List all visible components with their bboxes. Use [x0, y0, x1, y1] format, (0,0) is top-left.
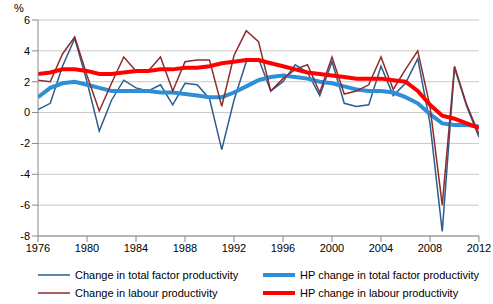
svg-text:1996: 1996: [271, 242, 295, 254]
svg-text:2004: 2004: [369, 242, 393, 254]
html-text:HP change in total factor prod: HP change in total factor productivity: [300, 269, 479, 281]
svg-text:0: 0: [24, 106, 30, 118]
svg-text:2000: 2000: [320, 242, 344, 254]
svg-text:1988: 1988: [173, 242, 197, 254]
svg-text:-2: -2: [20, 137, 30, 149]
svg-text:1980: 1980: [75, 242, 99, 254]
svg-text:2012: 2012: [467, 242, 491, 254]
svg-text:%: %: [14, 2, 24, 14]
svg-text:1992: 1992: [222, 242, 246, 254]
svg-text:2: 2: [24, 76, 30, 88]
svg-text:4: 4: [24, 45, 30, 57]
svg-text:-4: -4: [20, 168, 30, 180]
html-text:Change in labour productivity: Change in labour productivity: [75, 287, 218, 299]
svg-text:1984: 1984: [124, 242, 148, 254]
html-text:Change in total factor product: Change in total factor productivity: [75, 269, 239, 281]
html-text:HP change in labour productivi: HP change in labour productivity: [300, 287, 459, 299]
svg-text:2008: 2008: [418, 242, 442, 254]
svg-text:-8: -8: [20, 230, 30, 242]
svg-text:1976: 1976: [26, 242, 50, 254]
svg-text:-6: -6: [20, 199, 30, 211]
svg-text:6: 6: [24, 14, 30, 26]
